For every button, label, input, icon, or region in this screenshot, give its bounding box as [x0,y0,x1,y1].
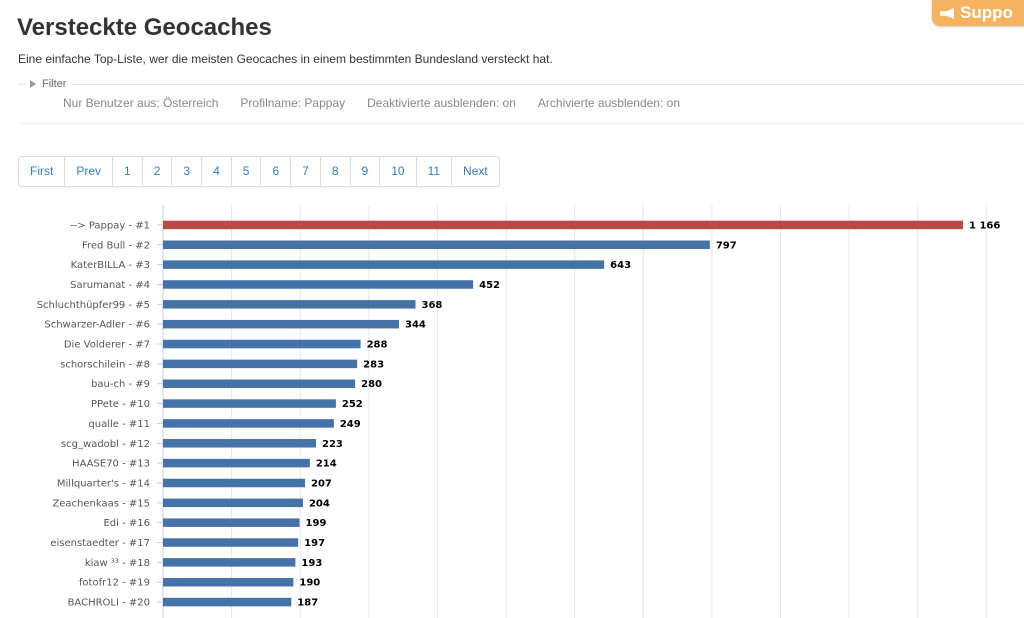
category-label: Edi - #16 [103,518,150,529]
filter-toggle[interactable]: Filter [26,78,73,90]
bar [163,458,310,468]
data-label: 344 [405,320,426,331]
bar [163,558,296,567]
expand-triangle-icon [30,80,36,88]
category-label: HAASE70 - #13 [72,459,150,470]
page-next-button[interactable]: Next [451,157,499,186]
filter-label: Filter [42,78,67,90]
page-11-button[interactable]: 11 [415,157,452,186]
data-label: 187 [297,598,318,609]
bar [163,399,336,408]
category-label: eisenstaedter - #17 [50,538,150,549]
bar [163,220,963,230]
category-label: Schluchthüpfer99 - #5 [37,300,150,311]
bar [163,359,358,369]
page-first-button[interactable]: First [19,157,65,186]
category-label: Millquarter's - #14 [57,478,150,489]
category-label: qualle - #11 [88,419,150,430]
category-label: scg_wadobl - #12 [61,439,150,450]
page-8-button[interactable]: 8 [319,157,350,186]
bar [163,597,292,607]
filter-item-archived: Archivierte ausblenden: on [537,96,680,110]
filter-summary: Nur Benutzer aus: Österreich Profilname:… [63,96,680,110]
bar [163,478,306,488]
data-label: 197 [304,538,325,549]
bar [163,577,294,587]
category-label: fotofr12 - #19 [79,578,150,589]
data-label: 797 [716,240,737,251]
category-label: bau-ch - #9 [91,379,150,390]
data-label: 199 [306,518,327,529]
data-label: 1 166 [969,220,1000,231]
category-label: Schwarzer-Adler - #6 [44,320,150,331]
data-label: 190 [299,578,320,589]
page-title: Versteckte Geocaches [17,14,272,41]
category-label: schorschilein - #8 [60,359,150,370]
category-label: Sarumanat - #4 [70,280,150,291]
category-label: Fred Bull - #2 [82,240,150,251]
bar [163,439,317,448]
support-button[interactable]: Suppo [932,0,1024,26]
category-label: --> Pappay - #1 [70,220,150,231]
page-subtitle: Eine einfache Top-Liste, wer die meisten… [18,52,553,66]
category-label: Die Volderer - #7 [64,340,150,351]
bar [163,538,299,547]
category-label: PPete - #10 [91,399,150,410]
page-6-button[interactable]: 6 [260,157,291,186]
filter-item-disabled: Deaktivierte ausblenden: on [367,96,516,110]
support-label: Suppo [960,3,1013,22]
data-label: 249 [340,419,361,430]
pagination: First Prev 1 2 3 4 5 6 7 8 9 10 11 Next [18,156,500,187]
bar [163,240,710,250]
bar [163,498,303,508]
page-prev-button[interactable]: Prev [64,157,113,186]
bar [163,260,605,269]
data-label: 643 [610,260,631,271]
section-divider [18,123,1024,124]
page-3-button[interactable]: 3 [171,157,202,186]
page-9-button[interactable]: 9 [349,157,380,186]
category-label: BACHROLI - #20 [68,598,150,609]
bar [163,280,474,289]
filter-divider [18,84,1024,85]
data-label: 252 [342,399,363,410]
bar [163,419,334,428]
bar [163,319,400,329]
page-7-button[interactable]: 7 [290,157,320,186]
bar [163,379,356,388]
data-label: 207 [311,478,332,489]
data-label: 368 [421,300,442,311]
page-10-button[interactable]: 10 [379,157,416,186]
bar [163,339,361,349]
page-2-button[interactable]: 2 [141,157,172,186]
category-label: kiaw ³³ - #18 [85,558,150,569]
data-label: 193 [301,558,322,569]
category-label: KaterBILLA - #3 [71,260,150,271]
page-1-button[interactable]: 1 [112,157,142,186]
data-label: 280 [361,379,382,390]
data-label: 223 [322,439,343,450]
category-label: Zeachenkaas - #15 [52,498,150,509]
megaphone-icon [940,8,954,19]
bar [163,300,416,309]
data-label: 204 [309,498,330,509]
data-label: 452 [479,280,500,291]
data-label: 214 [316,459,337,470]
bar [163,518,300,527]
page-4-button[interactable]: 4 [201,157,231,186]
filter-item-country: Nur Benutzer aus: Österreich [63,96,219,110]
bar-chart: --> Pappay - #1 1 166 Fred Bull - #2 797 Kat… [37,205,1000,618]
page-5-button[interactable]: 5 [230,157,261,186]
filter-item-profile: Profilname: Pappay [240,96,346,110]
data-label: 283 [363,359,384,370]
data-label: 288 [367,340,388,351]
